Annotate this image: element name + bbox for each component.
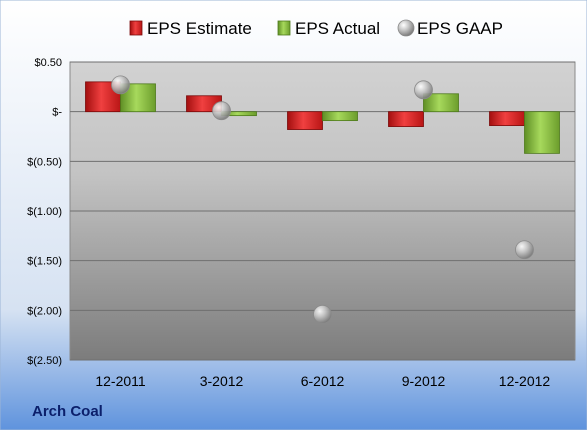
- x-tick-label: 9-2012: [402, 373, 446, 389]
- bar-eps-actual-12-2012: [524, 111, 560, 154]
- x-tick-label: 3-2012: [200, 373, 244, 389]
- marker-eps-gaap-6-2012: [313, 304, 332, 324]
- bars: [85, 81, 560, 154]
- legend-label-eps-estimate: EPS Estimate: [147, 19, 252, 38]
- y-axis-ticks: $0.50 $- $(0.50) $(1.00) $(1.50) $(2.00) $(2.5…: [27, 57, 62, 367]
- y-tick-label: $(2.50): [27, 355, 62, 367]
- y-tick-label: $-: [52, 107, 62, 119]
- bar-eps-actual-6-2012: [322, 111, 358, 122]
- gaap-markers: [111, 75, 534, 324]
- legend: EPS Estimate EPS Actual EPS GAAP: [129, 19, 503, 38]
- marker-eps-gaap-12-2011: [111, 75, 130, 95]
- y-tick-label: $0.50: [34, 57, 62, 69]
- legend-label-eps-actual: EPS Actual: [295, 19, 380, 38]
- footer-label: Arch Coal: [32, 403, 103, 420]
- y-tick-label: $(1.50): [27, 256, 62, 268]
- legend-swatch-eps-estimate: [129, 20, 143, 36]
- bar-eps-estimate-6-2012: [287, 111, 323, 130]
- x-tick-label: 12-2012: [499, 373, 551, 389]
- bar-eps-actual-9-2012: [423, 93, 459, 113]
- y-tick-label: $(0.50): [27, 156, 62, 168]
- marker-eps-gaap-12-2012: [515, 240, 534, 260]
- marker-eps-gaap-3-2012: [212, 101, 231, 121]
- legend-label-eps-gaap: EPS GAAP: [417, 19, 503, 38]
- legend-swatch-eps-gaap: [397, 19, 415, 37]
- x-tick-label: 6-2012: [301, 373, 345, 389]
- legend-swatch-eps-actual: [277, 20, 291, 36]
- x-tick-label: 12-2011: [95, 373, 146, 389]
- y-tick-label: $(2.00): [27, 305, 62, 317]
- marker-eps-gaap-9-2012: [414, 80, 433, 100]
- bar-eps-estimate-9-2012: [388, 111, 424, 127]
- bar-eps-estimate-12-2012: [489, 111, 525, 126]
- x-axis-ticks: 12-2011 3-2012 6-2012 9-2012 12-2012: [95, 373, 550, 389]
- y-tick-label: $(1.00): [27, 206, 62, 218]
